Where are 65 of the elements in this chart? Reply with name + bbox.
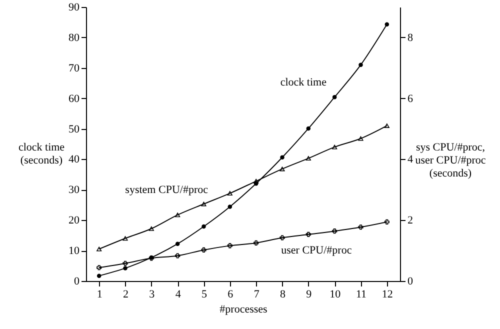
point: [123, 266, 128, 270]
point: [201, 247, 206, 252]
point: [358, 224, 364, 230]
point: [96, 274, 102, 278]
point: [280, 166, 285, 172]
point: [175, 253, 180, 258]
x-tick-label: 8: [280, 288, 286, 300]
x-tick-label: 12: [382, 288, 393, 300]
point: [202, 224, 206, 229]
point: [306, 126, 311, 131]
point: [358, 62, 363, 67]
point: [280, 235, 285, 240]
x-tick-label: 1: [96, 288, 102, 300]
y-tick-label: 50: [68, 123, 80, 136]
point: [254, 240, 259, 246]
y2-tick-label: 0: [408, 276, 414, 288]
x-tick-label: 4: [175, 288, 182, 300]
y2-tick-label: 4: [408, 154, 414, 166]
point: [332, 144, 338, 150]
y-tick-label: 30: [68, 184, 80, 196]
series-label: system CPU/#proc: [125, 184, 208, 196]
point: [280, 155, 284, 160]
y2-tick-label: 6: [408, 92, 414, 105]
point: [227, 191, 232, 196]
point: [384, 219, 390, 224]
y-tick-label: 80: [68, 32, 80, 44]
y-tick-label: 70: [68, 62, 80, 74]
y-tick-label: 60: [68, 92, 80, 105]
x-tick-label: 9: [306, 288, 312, 300]
y-tick-label: 90: [68, 2, 80, 14]
series-label: user CPU/#proc: [281, 244, 352, 256]
x-tick-label: 6: [228, 288, 234, 300]
point: [96, 265, 102, 270]
point: [306, 156, 311, 161]
point: [384, 22, 390, 26]
point: [148, 226, 154, 231]
x-tick-label: 10: [330, 288, 342, 300]
point: [122, 236, 128, 241]
point: [227, 243, 232, 248]
x-tick-label: 7: [254, 288, 260, 300]
series-label: clock time: [280, 76, 327, 88]
point: [332, 95, 337, 100]
y2-axis-title: sys CPU/#proc, user CPU/#proc (seconds): [415, 142, 486, 180]
y-tick-label: 0: [74, 276, 80, 288]
point: [306, 232, 311, 237]
point: [201, 202, 206, 206]
point: [384, 123, 390, 128]
x-axis-title: #processes: [220, 304, 268, 316]
x-tick-label: 11: [356, 288, 367, 300]
point: [175, 242, 180, 246]
x-tick-label: 3: [149, 288, 156, 300]
point: [96, 246, 102, 252]
y-tick-label: 40: [68, 154, 80, 166]
y2-tick-label: 2: [408, 214, 413, 227]
point: [228, 204, 232, 209]
point: [358, 136, 364, 141]
x-tick-label: 5: [202, 288, 208, 300]
y2-tick-label: 8: [408, 32, 414, 44]
point: [175, 212, 180, 218]
point: [122, 260, 128, 266]
point: [332, 228, 338, 234]
x-tick-label: 2: [123, 288, 128, 300]
y-tick-label: 20: [68, 214, 80, 227]
y-tick-label: 10: [68, 245, 80, 258]
y-axis-title: clock time (seconds): [18, 142, 65, 166]
